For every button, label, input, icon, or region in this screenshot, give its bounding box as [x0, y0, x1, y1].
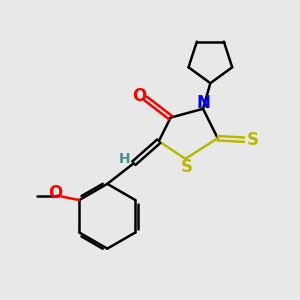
Text: H: H: [119, 152, 131, 166]
Text: O: O: [132, 87, 146, 105]
Text: O: O: [48, 184, 62, 202]
Text: N: N: [197, 94, 211, 112]
Text: S: S: [181, 158, 193, 176]
Text: S: S: [247, 131, 259, 149]
